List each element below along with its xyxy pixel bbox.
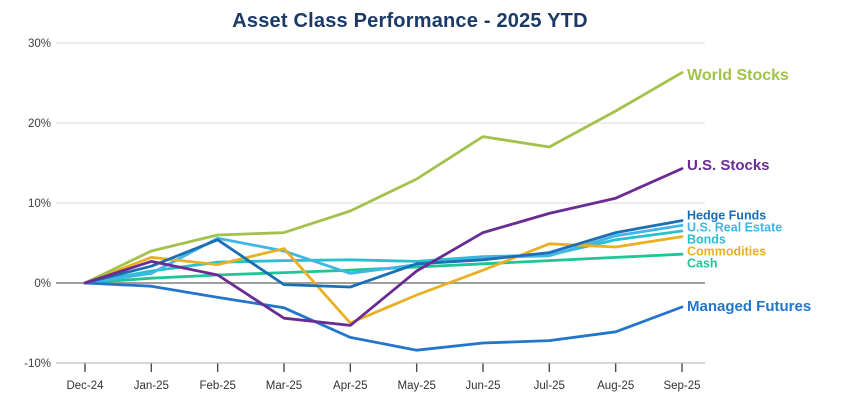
x-tick-label: Dec-24 (66, 380, 104, 392)
series-layer (83, 71, 684, 352)
series-line-commodities (83, 235, 684, 325)
y-tick-label: 10% (28, 198, 51, 210)
series-line-managed-futures (83, 281, 684, 352)
x-tick-label: Mar-25 (266, 380, 302, 392)
series-label-managed-futures: Managed Futures (687, 298, 811, 315)
x-tick-label: Sep-25 (663, 380, 700, 392)
series-line-world-stocks (83, 71, 684, 285)
series-label-commodities: Commodities (687, 245, 766, 259)
y-axis: 30% 20% 10% 0% -10% (24, 38, 51, 370)
series-line-bonds (83, 229, 684, 285)
x-tick-label: Jan-25 (134, 380, 169, 392)
series-label-us-real-estate: U.S. Real Estate (687, 221, 782, 235)
x-tick-label: Apr-25 (333, 380, 368, 392)
series-line-u-s-stocks (83, 167, 684, 327)
series-line-hedge-funds (83, 219, 684, 289)
x-axis: Dec-24 Jan-25 Feb-25 Mar-25 Apr-25 May-2… (66, 380, 700, 392)
series-label-world-stocks: World Stocks (687, 67, 789, 84)
x-tick-label: Jul-25 (534, 380, 565, 392)
y-tick-label: 30% (28, 38, 51, 50)
series-labels: World Stocks U.S. Stocks Hedge Funds U.S… (687, 67, 811, 315)
x-tick-label: Jun-25 (465, 380, 500, 392)
y-tick-label: -10% (24, 358, 51, 370)
series-label-us-stocks: U.S. Stocks (687, 157, 770, 174)
series-label-cash: Cash (687, 257, 718, 271)
y-tick-label: 0% (34, 278, 51, 290)
series-label-bonds: Bonds (687, 233, 726, 247)
x-tick-label: Feb-25 (199, 380, 235, 392)
x-tick-label: May-25 (398, 380, 436, 392)
x-tick-label: Aug-25 (597, 380, 634, 392)
series-label-hedge-funds: Hedge Funds (687, 209, 766, 223)
chart-title: Asset Class Performance - 2025 YTD (232, 10, 588, 32)
grid-layer (56, 42, 705, 372)
y-tick-label: 20% (28, 118, 51, 130)
